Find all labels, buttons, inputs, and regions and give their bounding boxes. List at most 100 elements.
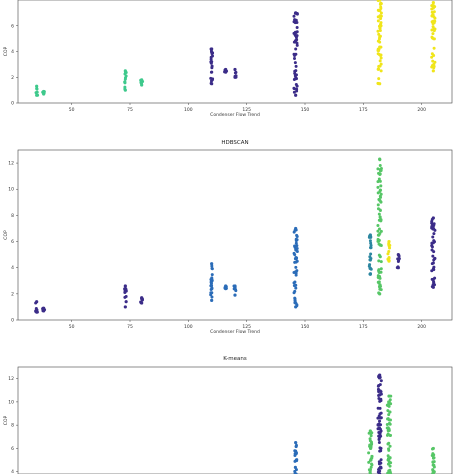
x-tick-label: 125 [242, 324, 251, 330]
data-point [431, 254, 435, 258]
data-point [368, 272, 372, 276]
data-point [224, 70, 228, 74]
y-tick-label: 2 [11, 75, 14, 81]
data-point [211, 51, 215, 55]
data-point [294, 445, 298, 449]
x-tick-label: 50 [69, 107, 75, 113]
data-point [431, 235, 435, 239]
x-tick-label: 75 [127, 324, 133, 330]
data-point [430, 52, 434, 56]
data-point [378, 157, 382, 161]
data-point [294, 451, 298, 455]
data-point [376, 203, 380, 207]
data-point [369, 434, 373, 438]
panel-1: 50 75 100 125 150 175 200 0 2 4 6 Condenser Flow Tr… [3, 0, 453, 118]
y-tick-label: 12 [8, 161, 14, 167]
data-point [379, 392, 383, 396]
y-axis-label: COP [3, 416, 9, 426]
data-point [432, 281, 436, 285]
data-point [430, 269, 434, 273]
data-point [370, 454, 374, 458]
data-point [432, 222, 436, 226]
data-point [369, 246, 373, 250]
data-point [377, 437, 381, 441]
data-point [378, 164, 382, 168]
data-point [430, 225, 434, 229]
x-tick-label: 150 [301, 107, 310, 113]
data-point [295, 458, 299, 462]
data-point [369, 431, 373, 435]
data-point [379, 458, 383, 462]
data-point [431, 267, 435, 271]
data-point [377, 259, 381, 263]
data-point [377, 462, 381, 466]
data-point [377, 423, 381, 427]
data-point [210, 298, 214, 302]
data-point [385, 433, 389, 437]
data-point [292, 291, 296, 295]
data-point [294, 283, 298, 287]
data-point [293, 54, 297, 58]
data-point [376, 274, 380, 278]
data-point [388, 246, 392, 250]
data-point [431, 468, 435, 472]
data-point [35, 90, 39, 94]
panel-2: HDBSCAN 50 75 100 125 150 175 200 0 2 4 6 8 10 12 Conde… [3, 140, 453, 335]
y-tick-label: 8 [11, 423, 14, 429]
data-point [376, 229, 380, 233]
data-point [294, 286, 298, 290]
x-tick-label: 150 [301, 324, 310, 330]
data-point [42, 92, 46, 96]
data-point [124, 300, 128, 304]
data-point [294, 47, 298, 51]
data-point [293, 61, 297, 65]
data-point [376, 180, 380, 184]
data-point [377, 285, 381, 289]
data-point [292, 86, 296, 90]
data-point [432, 258, 436, 262]
data-point [233, 293, 237, 297]
data-point [430, 241, 434, 245]
data-point [294, 468, 298, 472]
data-point [378, 292, 382, 296]
data-point [378, 419, 382, 423]
data-point [294, 73, 298, 77]
x-tick-label: 50 [69, 324, 75, 330]
x-axis-label: Condenser Flow Trend [210, 112, 260, 118]
data-point [123, 77, 127, 81]
data-point [367, 460, 371, 464]
data-point [433, 16, 437, 20]
data-point [210, 47, 214, 51]
data-point [378, 465, 382, 469]
data-point [376, 8, 380, 12]
data-point [379, 267, 383, 271]
data-point [378, 173, 382, 177]
y-tick-label: 4 [11, 49, 14, 55]
data-point [295, 38, 299, 42]
data-point [368, 468, 372, 472]
data-point [224, 287, 228, 291]
x-tick-label: 125 [242, 107, 251, 113]
plot-frame [17, 0, 453, 104]
data-point [431, 216, 435, 220]
data-point [432, 232, 436, 236]
data-point [431, 446, 435, 451]
data-point [140, 78, 144, 82]
points-group [34, 157, 437, 314]
data-point [378, 2, 382, 6]
data-point [396, 260, 400, 264]
data-point [430, 248, 434, 252]
data-point [431, 460, 435, 464]
data-point [387, 413, 391, 417]
data-point [379, 69, 383, 73]
data-point [35, 87, 39, 91]
data-point [379, 379, 383, 383]
data-point [140, 301, 144, 305]
data-point [293, 69, 297, 73]
data-point [378, 406, 382, 410]
data-point [378, 194, 382, 198]
data-point [294, 64, 298, 68]
data-point [294, 241, 298, 245]
data-point [295, 87, 299, 91]
